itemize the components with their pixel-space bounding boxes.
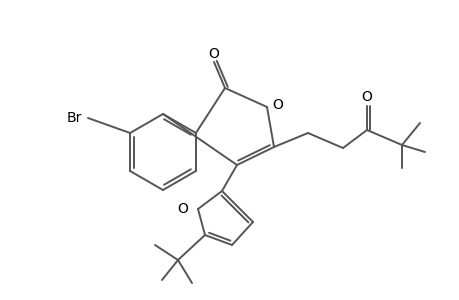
Text: O: O — [208, 47, 219, 61]
Text: Br: Br — [67, 111, 82, 125]
Text: O: O — [361, 90, 372, 104]
Text: O: O — [177, 202, 188, 216]
Text: O: O — [272, 98, 283, 112]
